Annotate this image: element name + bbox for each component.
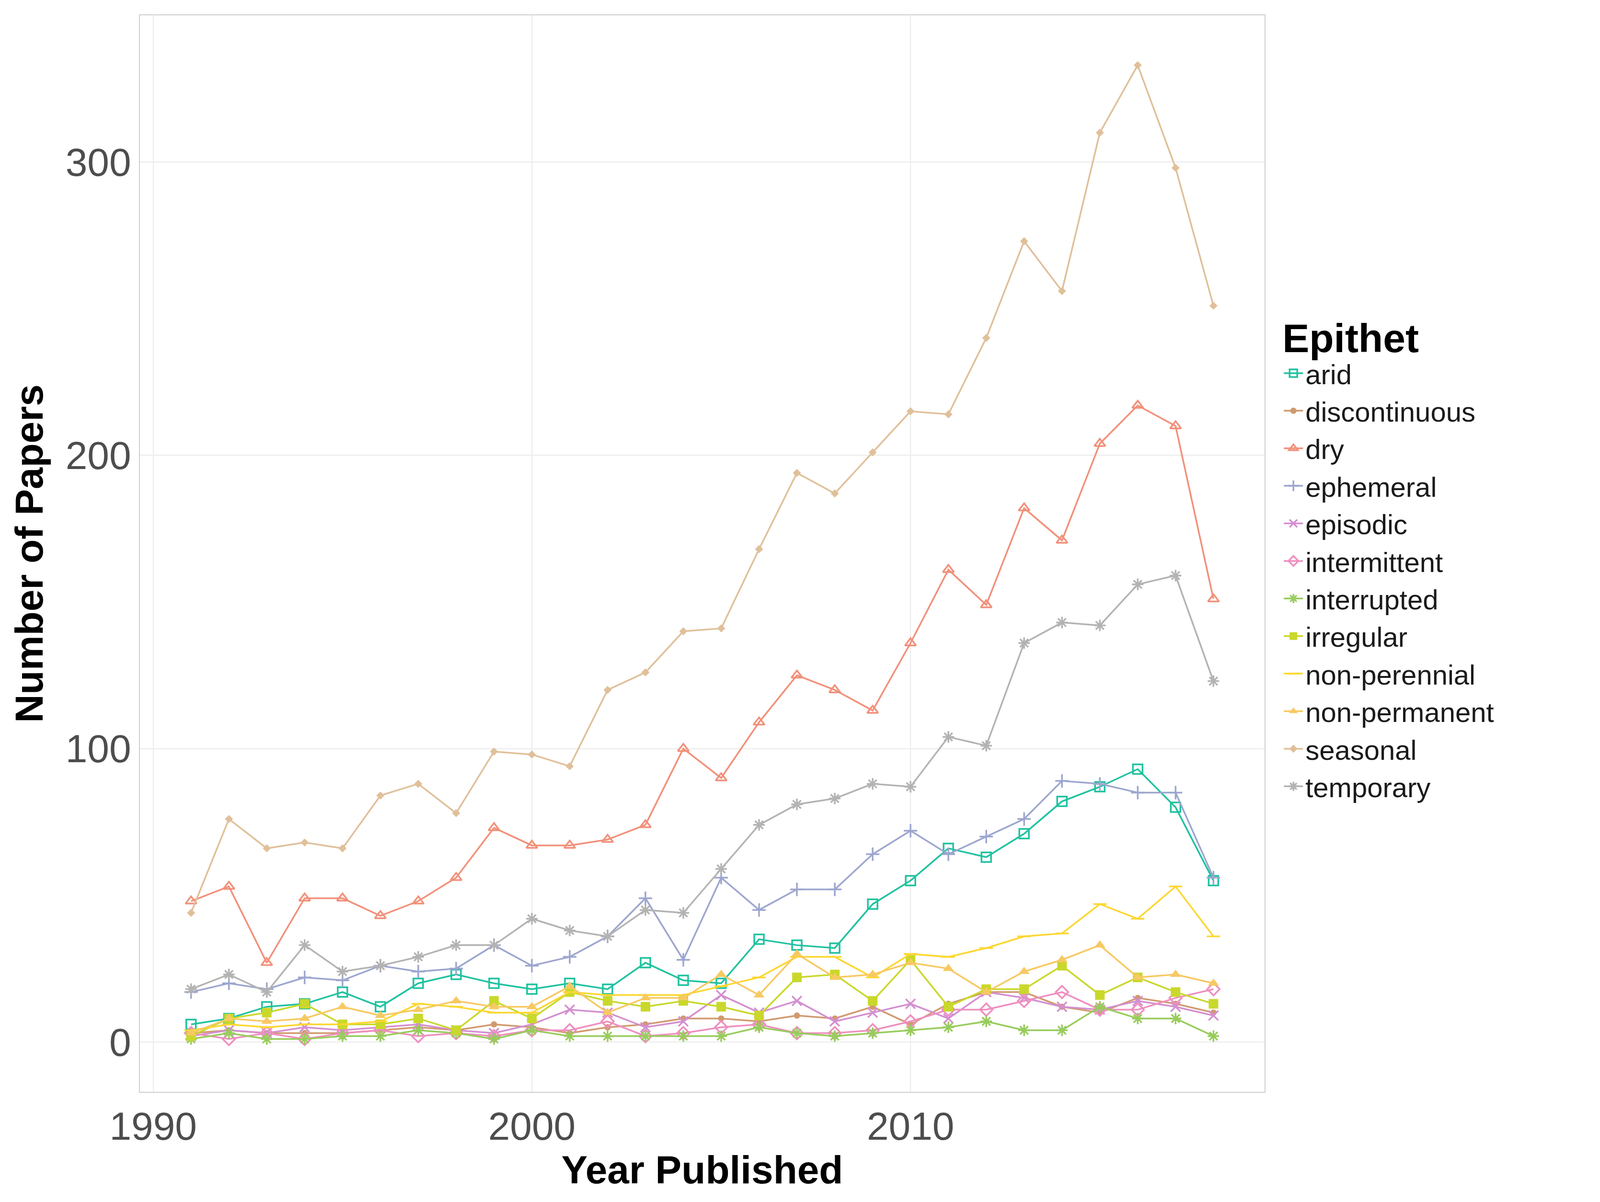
svg-text:non-permanent: non-permanent [1305, 696, 1494, 728]
svg-text:Number of Papers: Number of Papers [7, 384, 51, 723]
svg-text:non-perennial: non-perennial [1305, 659, 1476, 691]
svg-text:discontinuous: discontinuous [1305, 396, 1476, 428]
svg-text:irregular: irregular [1305, 621, 1408, 653]
svg-text:2000: 2000 [488, 1104, 576, 1149]
svg-text:temporary: temporary [1305, 771, 1431, 804]
svg-text:Year Published: Year Published [561, 1148, 844, 1192]
svg-text:dry: dry [1305, 433, 1345, 465]
svg-text:intermittent: intermittent [1305, 546, 1443, 578]
svg-text:seasonal: seasonal [1305, 734, 1417, 766]
svg-text:2010: 2010 [866, 1104, 955, 1149]
svg-text:interrupted: interrupted [1305, 584, 1439, 616]
svg-text:arid: arid [1305, 358, 1352, 391]
svg-text:300: 300 [65, 140, 132, 185]
svg-text:Epithet: Epithet [1282, 315, 1419, 361]
svg-text:200: 200 [65, 433, 132, 478]
svg-text:100: 100 [65, 726, 132, 771]
svg-text:episodic: episodic [1305, 508, 1408, 541]
svg-text:ephemeral: ephemeral [1305, 471, 1437, 503]
svg-text:0: 0 [109, 1020, 132, 1065]
svg-text:1990: 1990 [109, 1104, 197, 1149]
